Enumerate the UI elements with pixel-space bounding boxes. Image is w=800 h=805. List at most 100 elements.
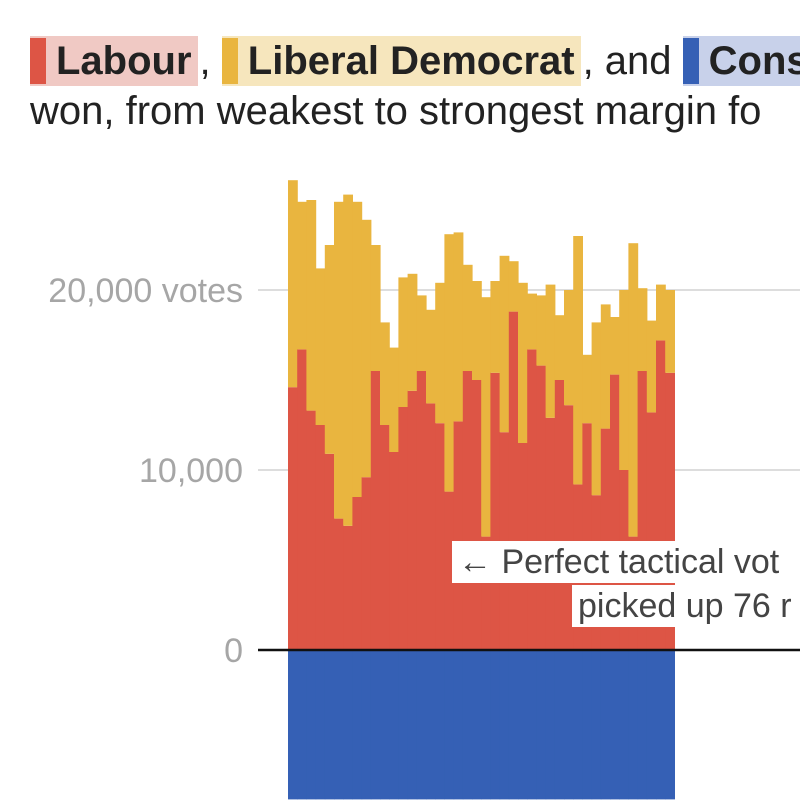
bar-libdem xyxy=(656,284,666,341)
headline-separator-2: , and xyxy=(582,39,672,83)
y-tick-label: 0 xyxy=(224,632,243,670)
bar-conservative xyxy=(554,650,565,800)
bar-libdem xyxy=(324,245,335,454)
bar-conservative xyxy=(435,650,445,800)
legend-conservative: Cons xyxy=(682,36,800,86)
bar-conservative xyxy=(573,650,583,800)
bar-conservative xyxy=(288,650,298,800)
conservative-swatch xyxy=(682,38,699,84)
bar-libdem xyxy=(646,320,657,413)
legend-labour-label: Labour xyxy=(56,39,192,83)
bar-libdem xyxy=(573,236,583,485)
bar-conservative xyxy=(352,650,363,800)
bar-libdem xyxy=(334,201,344,519)
bar-libdem xyxy=(564,290,574,406)
bar-libdem xyxy=(444,234,455,492)
bar-labour xyxy=(637,371,648,650)
bar-labour xyxy=(656,340,666,650)
bar-labour xyxy=(407,390,418,650)
chart-headline: Labour, Liberal Democrat, and Cons won, … xyxy=(30,36,800,136)
annotation-line-1: ← Perfect tactical vot xyxy=(452,541,786,583)
bar-conservative xyxy=(398,650,409,800)
bar-labour xyxy=(554,380,565,650)
headline-line-1: Labour, Liberal Democrat, and Cons xyxy=(30,36,800,88)
bar-conservative xyxy=(481,650,491,800)
bar-libdem xyxy=(370,245,381,371)
bar-conservative xyxy=(334,650,344,800)
bar-libdem xyxy=(481,297,491,537)
bar-libdem xyxy=(554,315,565,380)
y-tick-label: 10,000 xyxy=(139,452,243,490)
bar-libdem xyxy=(619,290,629,470)
bar-libdem xyxy=(545,284,556,418)
bar-conservative xyxy=(490,650,501,800)
bar-libdem xyxy=(499,255,510,433)
bar-conservative xyxy=(462,650,473,800)
bar-labour xyxy=(288,387,298,650)
headline-line-2: won, from weakest to strongest margin fo xyxy=(30,89,762,133)
bar-libdem xyxy=(380,322,390,425)
bar-libdem xyxy=(416,295,427,371)
bar-labour xyxy=(398,407,409,650)
bar-conservative xyxy=(600,650,611,800)
annotation-line-2: picked up 76 r xyxy=(572,585,798,627)
bar-conservative xyxy=(564,650,574,800)
bar-conservative xyxy=(518,650,528,800)
bar-libdem xyxy=(288,180,298,388)
libdem-swatch xyxy=(221,38,238,84)
bar-labour xyxy=(646,412,657,650)
bar-labour xyxy=(453,421,464,650)
bar-labour xyxy=(508,311,519,650)
y-tick-label: 20,000 votes xyxy=(48,272,243,310)
bar-libdem xyxy=(518,282,528,443)
bar-libdem xyxy=(472,281,482,380)
bar-conservative xyxy=(665,650,675,800)
bar-libdem xyxy=(435,282,445,424)
bar-libdem xyxy=(297,201,307,350)
bar-libdem xyxy=(426,309,436,404)
bar-libdem xyxy=(407,273,418,391)
bar-labour xyxy=(370,371,381,650)
bar-conservative xyxy=(591,650,602,800)
bar-labour xyxy=(536,365,547,650)
bar-conservative xyxy=(343,650,353,800)
bar-labour xyxy=(610,374,620,650)
bar-libdem xyxy=(610,317,620,375)
bar-conservative xyxy=(536,650,547,800)
bar-labour xyxy=(527,349,537,650)
bar-conservative xyxy=(407,650,418,800)
bar-libdem xyxy=(527,293,537,350)
bar-labour xyxy=(352,497,363,650)
bar-conservative xyxy=(297,650,307,800)
bar-conservative xyxy=(389,650,399,800)
bar-libdem xyxy=(306,200,317,411)
bar-labour xyxy=(600,428,611,650)
headline-separator-1: , xyxy=(199,39,211,83)
bar-conservative xyxy=(628,650,639,800)
bar-labour xyxy=(472,380,482,650)
labour-swatch xyxy=(30,38,46,84)
bar-labour xyxy=(361,477,372,650)
bar-labour xyxy=(343,525,353,650)
bar-labour xyxy=(665,372,675,650)
bar-libdem xyxy=(352,201,363,498)
bar-libdem xyxy=(315,268,326,425)
bar-labour xyxy=(462,371,473,650)
bar-conservative xyxy=(444,650,455,800)
legend-libdem-label: Liberal Democrat xyxy=(247,39,575,83)
bar-conservative xyxy=(656,650,666,800)
bar-labour xyxy=(315,425,326,650)
legend-libdem: Liberal Democrat xyxy=(221,36,581,86)
bar-labour xyxy=(389,452,399,650)
bar-conservative xyxy=(370,650,381,800)
bar-labour xyxy=(334,518,344,650)
bar-conservative xyxy=(545,650,556,800)
bar-libdem xyxy=(389,347,399,452)
bar-libdem xyxy=(582,354,593,424)
bar-conservative xyxy=(380,650,390,800)
bar-labour xyxy=(435,423,445,650)
bar-labour xyxy=(416,371,427,650)
bar-conservative xyxy=(315,650,326,800)
